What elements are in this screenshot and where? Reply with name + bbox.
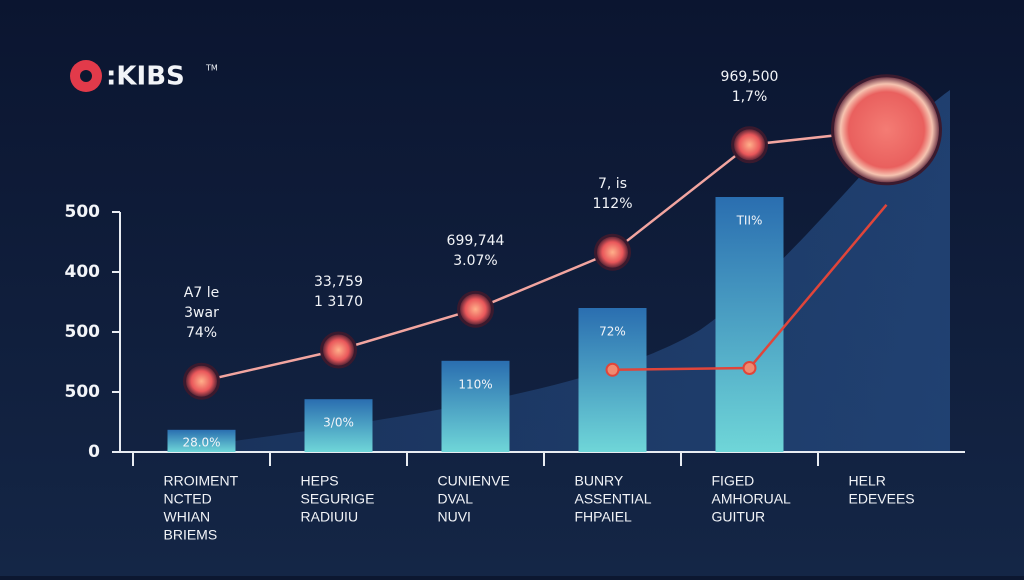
x-tick-label: WHIAN bbox=[164, 509, 211, 525]
x-tick-label: SEGURIGE bbox=[301, 491, 375, 507]
x-tick-label: FHPAIEL bbox=[575, 509, 633, 525]
marker bbox=[742, 361, 757, 375]
x-tick-label: FIGED bbox=[712, 473, 755, 489]
bar-label: 72% bbox=[599, 325, 626, 339]
x-tick-label: HELR bbox=[849, 473, 886, 489]
x-tick-label: GUITUR bbox=[712, 509, 766, 525]
marker bbox=[731, 126, 768, 164]
x-tick-label: CUNIENVE bbox=[438, 473, 510, 489]
y-tick-label: 500 bbox=[65, 382, 101, 402]
y-tick-label: 500 bbox=[65, 202, 101, 222]
x-tick-label: EDEVEES bbox=[849, 491, 915, 507]
bar-label: 3/0% bbox=[323, 416, 354, 430]
bar bbox=[441, 360, 510, 452]
point-label: 33,759 bbox=[314, 274, 363, 290]
x-tick-label: RADIUIU bbox=[301, 509, 359, 525]
marker bbox=[594, 233, 631, 271]
x-tick-label: AMHORUAL bbox=[712, 491, 792, 507]
x-tick-label: ASSENTIAL bbox=[575, 491, 652, 507]
marker bbox=[183, 362, 220, 400]
marker bbox=[457, 290, 494, 328]
x-tick-label: HEPS bbox=[301, 473, 339, 489]
bar-label: TII% bbox=[736, 214, 763, 228]
y-tick-label: 400 bbox=[65, 262, 101, 282]
point-label: 699,744 bbox=[447, 233, 505, 249]
marker bbox=[605, 362, 620, 377]
logo: :KIBS TM bbox=[70, 60, 218, 92]
y-tick-label: 0 bbox=[88, 442, 100, 462]
x-tick-label: NCTED bbox=[164, 491, 212, 507]
bar-label: 28.0% bbox=[182, 435, 220, 449]
point-label: 3.07% bbox=[453, 253, 497, 269]
point-label: 74% bbox=[186, 325, 217, 341]
x-tick-label: NUVI bbox=[438, 509, 471, 525]
bar bbox=[167, 429, 236, 452]
x-tick-label: BUNRY bbox=[575, 473, 624, 489]
point-label: 1 3170 bbox=[314, 294, 363, 310]
point-label: 7, is bbox=[598, 176, 627, 192]
bar-label: 110% bbox=[458, 377, 492, 391]
point-label: A7 le bbox=[184, 285, 219, 301]
logo-mark: TM bbox=[205, 64, 218, 73]
x-tick-label: RROIMENT bbox=[164, 473, 239, 489]
y-tick-label: 500 bbox=[65, 322, 101, 342]
marker bbox=[831, 74, 942, 186]
point-label: 3war bbox=[184, 305, 219, 321]
x-tick-label: DVAL bbox=[438, 491, 474, 507]
marker bbox=[320, 331, 357, 369]
x-tick-label: BRIEMS bbox=[164, 527, 218, 543]
logo-text: :KIBS bbox=[106, 62, 185, 92]
point-label: 969,500 bbox=[721, 69, 779, 85]
point-label: 1,7% bbox=[732, 89, 768, 105]
bar bbox=[304, 399, 373, 452]
bar bbox=[715, 197, 784, 452]
logo-icon-hole bbox=[80, 70, 92, 82]
line bbox=[201, 128, 887, 383]
point-label: 112% bbox=[592, 196, 632, 212]
bar bbox=[578, 308, 647, 452]
